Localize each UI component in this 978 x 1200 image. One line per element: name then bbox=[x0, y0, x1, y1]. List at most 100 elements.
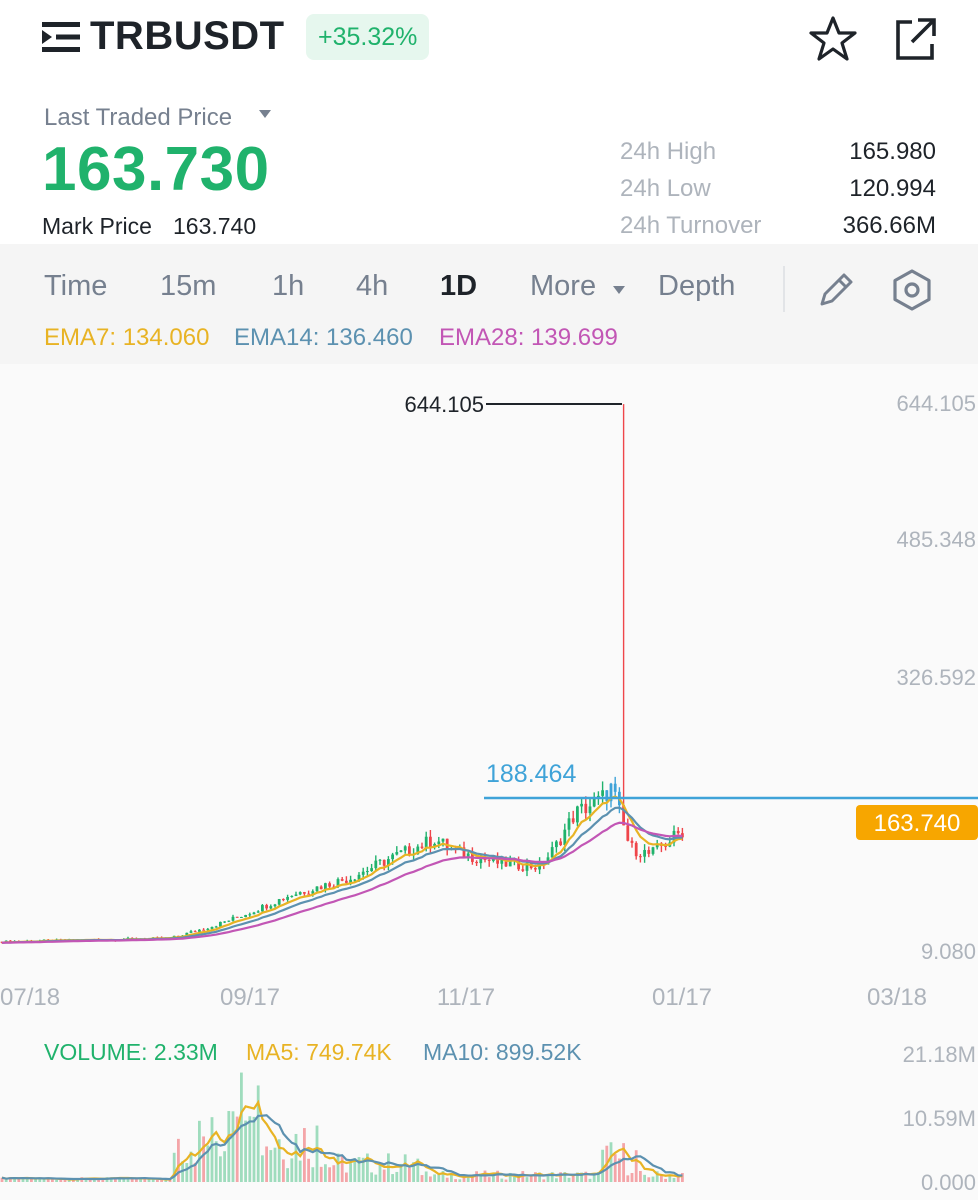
tab-1h[interactable]: 1h bbox=[272, 270, 305, 302]
candle-body bbox=[592, 798, 596, 807]
volume-bar bbox=[332, 1165, 336, 1182]
volume-bar bbox=[303, 1128, 306, 1182]
candle-body bbox=[555, 841, 558, 848]
tab-time[interactable]: Time bbox=[44, 270, 108, 302]
volume-bar bbox=[676, 1175, 680, 1182]
candle-body bbox=[286, 897, 289, 900]
volume-bar bbox=[546, 1174, 550, 1182]
mark-price-label: Mark Price bbox=[42, 213, 152, 239]
volume-bar bbox=[529, 1175, 533, 1182]
tab-more[interactable]: More bbox=[530, 270, 597, 302]
tab-4h[interactable]: 4h bbox=[356, 270, 389, 302]
volume-bar bbox=[4, 1179, 8, 1182]
volume-bar bbox=[429, 1176, 432, 1182]
candle-body bbox=[294, 894, 298, 896]
volume-bar bbox=[164, 1179, 168, 1182]
volume-bar bbox=[525, 1177, 529, 1182]
candle-body bbox=[256, 911, 260, 913]
y-tick: 485.348 bbox=[896, 527, 976, 552]
volume-bar bbox=[420, 1175, 424, 1182]
volume-bar bbox=[63, 1178, 67, 1182]
volume-bar bbox=[378, 1164, 382, 1182]
candle-body bbox=[676, 830, 680, 834]
volume-bar bbox=[487, 1177, 491, 1182]
candle-body bbox=[571, 818, 575, 823]
caret-down-icon[interactable] bbox=[612, 284, 626, 296]
volume-bar bbox=[555, 1178, 558, 1182]
volume-bar bbox=[0, 1177, 4, 1182]
volume-bar bbox=[101, 1178, 105, 1182]
ema7-line bbox=[1, 795, 683, 944]
x-tick: 09/17 bbox=[220, 984, 280, 1011]
candle-body bbox=[576, 806, 579, 823]
volume-bar bbox=[143, 1177, 147, 1182]
candle-body bbox=[634, 842, 638, 857]
menu-icon[interactable] bbox=[42, 20, 80, 54]
candle-body bbox=[408, 846, 411, 855]
candle-body bbox=[382, 859, 386, 866]
volume-bar bbox=[93, 1178, 96, 1182]
candle-body bbox=[311, 891, 315, 894]
volume-bar bbox=[672, 1177, 676, 1182]
pencil-icon[interactable] bbox=[816, 270, 856, 310]
volume-bar bbox=[370, 1172, 373, 1182]
tab-15m[interactable]: 15m bbox=[160, 270, 217, 302]
volume-bar bbox=[151, 1178, 155, 1182]
tab-depth[interactable]: Depth bbox=[658, 270, 736, 302]
volume-bar bbox=[244, 1120, 247, 1182]
share-icon[interactable] bbox=[890, 14, 940, 64]
candle-body bbox=[206, 928, 210, 930]
candle-body bbox=[601, 790, 604, 796]
candle-body bbox=[223, 921, 226, 923]
x-tick: 11/17 bbox=[437, 984, 495, 1011]
candle-body bbox=[210, 926, 214, 929]
caret-down-icon[interactable] bbox=[258, 108, 272, 120]
volume-bar bbox=[114, 1178, 117, 1182]
candle-body bbox=[189, 931, 193, 933]
candle-body bbox=[504, 857, 508, 867]
volume-bar bbox=[639, 1170, 642, 1182]
chart-area[interactable] bbox=[0, 364, 978, 1200]
candle-body bbox=[567, 818, 571, 830]
star-icon[interactable] bbox=[808, 14, 858, 64]
volume-bar bbox=[311, 1167, 315, 1182]
volume-bar bbox=[55, 1179, 58, 1182]
volume-bar bbox=[13, 1177, 16, 1182]
gear-icon[interactable] bbox=[890, 268, 934, 312]
candle-body bbox=[525, 862, 529, 871]
volume-bar bbox=[366, 1153, 369, 1182]
candle-body bbox=[475, 861, 478, 864]
candle-body bbox=[361, 871, 365, 875]
candle-body bbox=[340, 879, 344, 881]
volume-bar bbox=[177, 1138, 180, 1182]
volume-bar bbox=[261, 1155, 264, 1182]
volume-label: VOLUME: 2.33M bbox=[44, 1039, 218, 1065]
volume-bar bbox=[307, 1158, 310, 1182]
candle-body bbox=[214, 926, 218, 928]
candle-body bbox=[324, 883, 327, 890]
volume-bar bbox=[269, 1150, 273, 1182]
price-change-badge: +35.32% bbox=[306, 14, 430, 60]
volume-bar bbox=[340, 1156, 344, 1182]
volume-bar bbox=[223, 1151, 226, 1182]
candle-body bbox=[273, 904, 277, 907]
candle-body bbox=[613, 783, 617, 792]
candle-body bbox=[252, 912, 256, 915]
volume-bar bbox=[538, 1172, 541, 1182]
volume-bar bbox=[97, 1179, 100, 1182]
kline-chart[interactable]: 644.105 188.464 163.740 644.105 485.348 … bbox=[0, 364, 978, 1200]
volume-bar bbox=[534, 1172, 537, 1182]
candle-body bbox=[374, 860, 378, 869]
stat-value-high: 165.980 bbox=[849, 138, 936, 165]
volume-bar bbox=[634, 1150, 638, 1182]
volume-bar bbox=[471, 1175, 474, 1182]
tab-1d[interactable]: 1D bbox=[440, 270, 478, 302]
volume-y-tick: 10.59M bbox=[903, 1106, 976, 1131]
candle-body bbox=[357, 874, 361, 880]
symbol-title[interactable]: TRBUSDT bbox=[90, 14, 285, 58]
volume-bar bbox=[601, 1149, 604, 1182]
volume-bar bbox=[67, 1180, 71, 1182]
volume-bar bbox=[76, 1178, 79, 1182]
volume-bar bbox=[357, 1157, 361, 1182]
stat-value-turnover: 366.66M bbox=[842, 212, 936, 239]
